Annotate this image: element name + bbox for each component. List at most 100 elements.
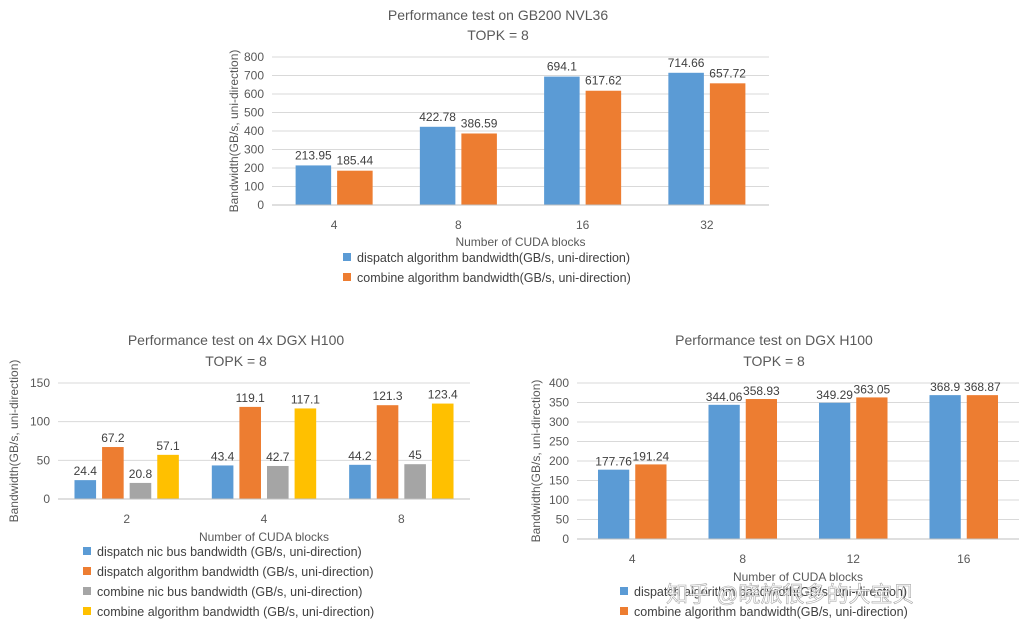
y-tick-label: 100 <box>549 493 569 507</box>
bar-2-2 <box>102 447 124 499</box>
legend-label: combine algorithm bandwidth(GB/s, uni-di… <box>357 271 631 285</box>
data-label: 344.06 <box>706 390 743 404</box>
legend-label: combine algorithm bandwidth(GB/s, uni-di… <box>634 605 908 619</box>
x-axis-label: Number of CUDA blocks <box>455 235 585 249</box>
data-label: 42.7 <box>266 450 290 464</box>
bar-2-4 <box>635 464 667 539</box>
chart-3: Performance test on DGX H100 TOPK = 8 0 50 1… <box>529 332 1019 619</box>
chart-subtitle: TOPK = 8 <box>467 27 529 43</box>
bar-2-16 <box>585 90 622 205</box>
x-tick-label: 8 <box>739 552 746 566</box>
data-label: 368.87 <box>964 380 1001 394</box>
chart-2: Performance test on 4x DGX H100 TOPK = 8 0… <box>7 332 470 619</box>
data-label: 44.2 <box>348 449 372 463</box>
x-tick-label: 12 <box>847 552 861 566</box>
y-tick-label: 50 <box>37 453 51 467</box>
data-label: 24.4 <box>74 464 98 478</box>
bar-1-8 <box>419 126 456 205</box>
data-label: 57.1 <box>156 439 180 453</box>
data-label: 119.1 <box>236 391 265 405</box>
data-label: 191.24 <box>633 449 670 463</box>
legend-swatch <box>343 273 351 281</box>
y-tick-label: 0 <box>562 532 569 546</box>
data-label: 694.1 <box>547 60 577 74</box>
y-tick-label: 0 <box>257 198 264 212</box>
y-tick-label: 700 <box>244 69 264 83</box>
bar-1-4 <box>211 465 234 499</box>
x-tick-label: 4 <box>629 552 636 566</box>
y-axis-label: Bandwidth(GB/s, uni-direction) <box>227 50 241 213</box>
watermark: 知乎 @晓旅很多的大宝贝 <box>666 582 914 607</box>
data-label: 617.62 <box>585 74 622 88</box>
y-tick-label: 200 <box>244 161 264 175</box>
data-label: 422.78 <box>419 110 456 124</box>
bar-4-2 <box>157 454 179 499</box>
bar-2-16 <box>966 395 999 539</box>
legend-label: combine nic bus bandwidth (GB/s, uni-dir… <box>97 585 362 599</box>
chart-title: Performance test on GB200 NVL36 <box>388 7 608 23</box>
data-label: 45 <box>408 448 422 462</box>
bar-1-2 <box>74 480 97 499</box>
x-tick-label: 8 <box>455 218 462 232</box>
y-tick-label: 600 <box>244 87 264 101</box>
bar-3-4 <box>267 465 289 499</box>
legend-swatch <box>620 607 628 615</box>
y-tick-label: 50 <box>556 513 570 527</box>
data-label: 657.72 <box>709 66 746 80</box>
x-tick-label: 2 <box>123 512 130 526</box>
x-tick-label: 4 <box>261 512 268 526</box>
bar-2-8 <box>461 133 497 205</box>
data-label: 368.9 <box>930 380 960 394</box>
legend-label: dispatch nic bus bandwidth (GB/s, uni-di… <box>97 545 362 559</box>
x-tick-label: 16 <box>957 552 971 566</box>
y-tick-label: 100 <box>30 415 50 429</box>
x-tick-label: 8 <box>398 512 405 526</box>
legend-label: combine algorithm bandwidth (GB/s, uni-d… <box>97 605 374 619</box>
chart-subtitle: TOPK = 8 <box>205 353 267 369</box>
legend-label: dispatch algorithm bandwidth(GB/s, uni-d… <box>357 251 630 265</box>
y-tick-label: 800 <box>244 50 264 64</box>
bar-1-16 <box>929 395 961 539</box>
y-tick-label: 250 <box>549 435 569 449</box>
data-label: 185.44 <box>337 154 374 168</box>
y-tick-label: 500 <box>244 106 264 120</box>
y-tick-label: 0 <box>43 492 50 506</box>
data-label: 117.1 <box>291 392 320 406</box>
chart-title: Performance test on DGX H100 <box>675 332 873 348</box>
data-label: 177.76 <box>595 455 632 469</box>
x-axis-label: Number of CUDA blocks <box>199 530 329 544</box>
data-label: 386.59 <box>461 116 498 130</box>
x-tick-label: 4 <box>331 218 338 232</box>
legend-swatch <box>83 567 91 575</box>
chart-1: Performance test on GB200 NVL36 TOPK = 8 0… <box>227 7 769 285</box>
data-label: 43.4 <box>211 449 235 463</box>
bar-1-16 <box>544 76 580 206</box>
chart-subtitle: TOPK = 8 <box>743 353 805 369</box>
bar-2-4 <box>337 170 373 205</box>
bar-2-12 <box>856 397 888 539</box>
y-tick-label: 150 <box>549 474 569 488</box>
x-tick-label: 32 <box>700 218 714 232</box>
data-label: 358.93 <box>743 384 780 398</box>
y-tick-label: 200 <box>549 454 569 468</box>
bar-4-4 <box>294 408 317 499</box>
bar-2-32 <box>709 83 746 205</box>
x-tick-label: 16 <box>576 218 590 232</box>
bar-1-8 <box>349 464 371 499</box>
y-tick-label: 350 <box>549 396 569 410</box>
x-axis-label: Number of CUDA blocks <box>733 570 863 584</box>
legend-swatch <box>83 607 91 615</box>
data-label: 213.95 <box>295 148 332 162</box>
bar-3-8 <box>404 464 426 499</box>
bar-4-8 <box>431 403 454 499</box>
y-tick-label: 400 <box>549 376 569 390</box>
legend-label: dispatch algorithm bandwidth(GB/s, uni-d… <box>634 585 907 599</box>
legend-swatch <box>343 253 351 261</box>
y-tick-label: 150 <box>30 376 50 390</box>
bar-2-4 <box>239 406 261 499</box>
y-tick-label: 100 <box>244 180 264 194</box>
y-tick-label: 300 <box>549 415 569 429</box>
chart-title: Performance test on 4x DGX H100 <box>128 332 345 348</box>
bar-1-8 <box>708 404 740 539</box>
